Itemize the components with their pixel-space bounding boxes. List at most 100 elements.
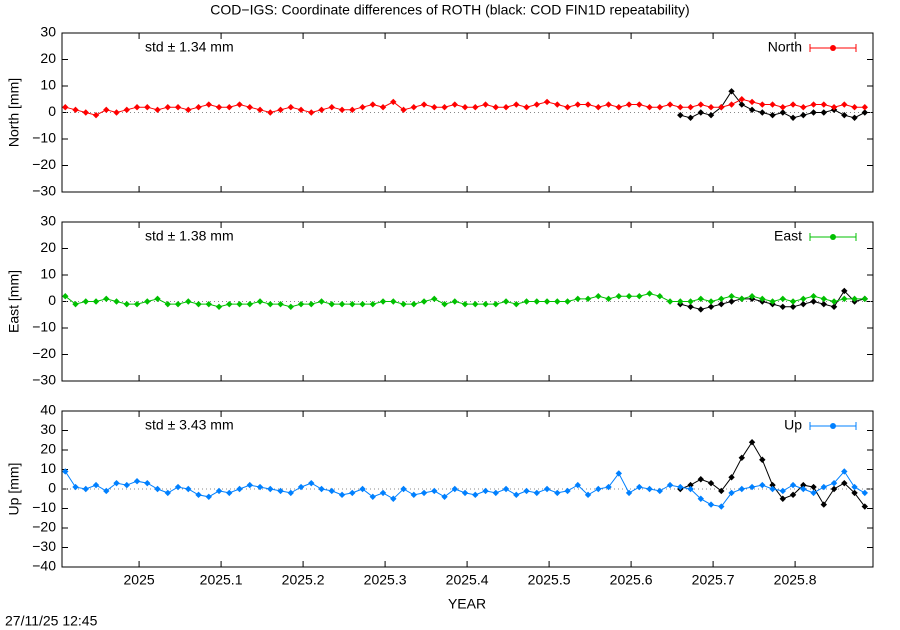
- data-point: [277, 487, 284, 495]
- data-point: [349, 106, 356, 114]
- y-tick-label: 0: [48, 480, 56, 496]
- data-point: [103, 487, 110, 495]
- data-point: [287, 489, 294, 497]
- x-tick-label: 2025: [124, 572, 155, 588]
- x-tick-label: 2025.3: [364, 572, 407, 588]
- y-tick-label: −30: [32, 372, 56, 388]
- data-point: [226, 300, 233, 308]
- data-point: [759, 456, 766, 463]
- data-point: [718, 295, 725, 303]
- data-point: [205, 300, 212, 308]
- data-point: [584, 295, 592, 303]
- data-point: [246, 481, 253, 489]
- data-point: [625, 293, 633, 300]
- data-point: [841, 101, 848, 108]
- data-point: [451, 485, 458, 493]
- data-point: [697, 306, 704, 313]
- data-point: [543, 298, 551, 305]
- data-point: [769, 485, 776, 493]
- data-point: [707, 298, 715, 305]
- data-point: [154, 106, 161, 114]
- data-point: [236, 101, 243, 108]
- data-point: [800, 485, 807, 493]
- data-point: [123, 300, 130, 308]
- data-point: [697, 101, 704, 108]
- data-point: [677, 104, 684, 111]
- data-point: [359, 485, 366, 493]
- data-point: [103, 295, 110, 303]
- data-point: [820, 295, 827, 303]
- data-point: [615, 293, 622, 300]
- data-point: [564, 487, 571, 495]
- data-point: [584, 101, 592, 108]
- legend-symbol: [830, 423, 836, 429]
- data-point: [830, 479, 838, 487]
- data-point: [441, 300, 448, 308]
- data-point: [226, 104, 233, 111]
- y-tick-label: −10: [32, 130, 56, 146]
- data-point: [625, 101, 633, 108]
- data-point: [523, 487, 530, 495]
- y-tick-label: −20: [32, 156, 56, 172]
- y-tick-label: −30: [32, 538, 56, 554]
- data-point: [400, 106, 407, 114]
- data-point: [789, 114, 797, 121]
- y-tick-label: 20: [40, 441, 56, 457]
- data-point: [595, 485, 602, 493]
- y-axis-label: East [mm]: [6, 270, 22, 333]
- legend-label: Up: [784, 417, 802, 433]
- y-tick-label: 20: [40, 50, 56, 66]
- data-point: [687, 114, 694, 121]
- plot-frame: [61, 221, 874, 382]
- data-point: [154, 295, 161, 303]
- data-point: [687, 485, 694, 493]
- annotation: std ± 3.43 mm: [145, 417, 234, 433]
- data-point: [779, 303, 786, 310]
- y-tick-label: 30: [40, 421, 56, 437]
- data-point: [841, 479, 848, 487]
- x-tick-label: 2025.7: [692, 572, 735, 588]
- data-point: [482, 300, 489, 308]
- data-point: [759, 101, 766, 108]
- data-point: [349, 489, 356, 497]
- data-point: [687, 298, 694, 305]
- x-tick-label: 2025.1: [200, 572, 243, 588]
- data-point: [277, 106, 284, 114]
- data-point: [379, 298, 387, 305]
- data-point: [318, 485, 325, 493]
- data-point: [246, 300, 253, 308]
- data-point: [820, 109, 827, 116]
- data-point: [338, 106, 346, 114]
- data-point: [636, 101, 643, 108]
- data-point: [472, 104, 479, 111]
- data-point: [728, 101, 735, 108]
- data-point: [369, 493, 376, 500]
- data-point: [338, 491, 346, 499]
- y-tick-label: −30: [32, 183, 56, 199]
- data-point: [318, 298, 325, 305]
- data-point: [636, 483, 643, 491]
- data-point: [718, 487, 725, 495]
- data-point: [62, 293, 69, 300]
- data-point: [800, 111, 807, 119]
- data-point: [779, 104, 786, 111]
- data-point: [502, 298, 510, 305]
- data-point: [707, 479, 715, 487]
- data-point: [830, 298, 838, 305]
- data-point: [420, 298, 428, 305]
- data-point: [584, 491, 592, 499]
- legend-symbol: [830, 45, 836, 51]
- data-point: [554, 101, 561, 108]
- data-point: [861, 109, 868, 116]
- data-point: [502, 104, 510, 111]
- data-point: [707, 501, 715, 508]
- data-point: [123, 481, 130, 489]
- data-point: [113, 479, 120, 487]
- data-point: [861, 503, 868, 510]
- data-point: [574, 481, 581, 489]
- data-point: [656, 293, 663, 300]
- data-point: [482, 487, 489, 495]
- data-point: [400, 485, 407, 493]
- y-tick-label: 0: [48, 292, 56, 308]
- data-point: [82, 485, 89, 493]
